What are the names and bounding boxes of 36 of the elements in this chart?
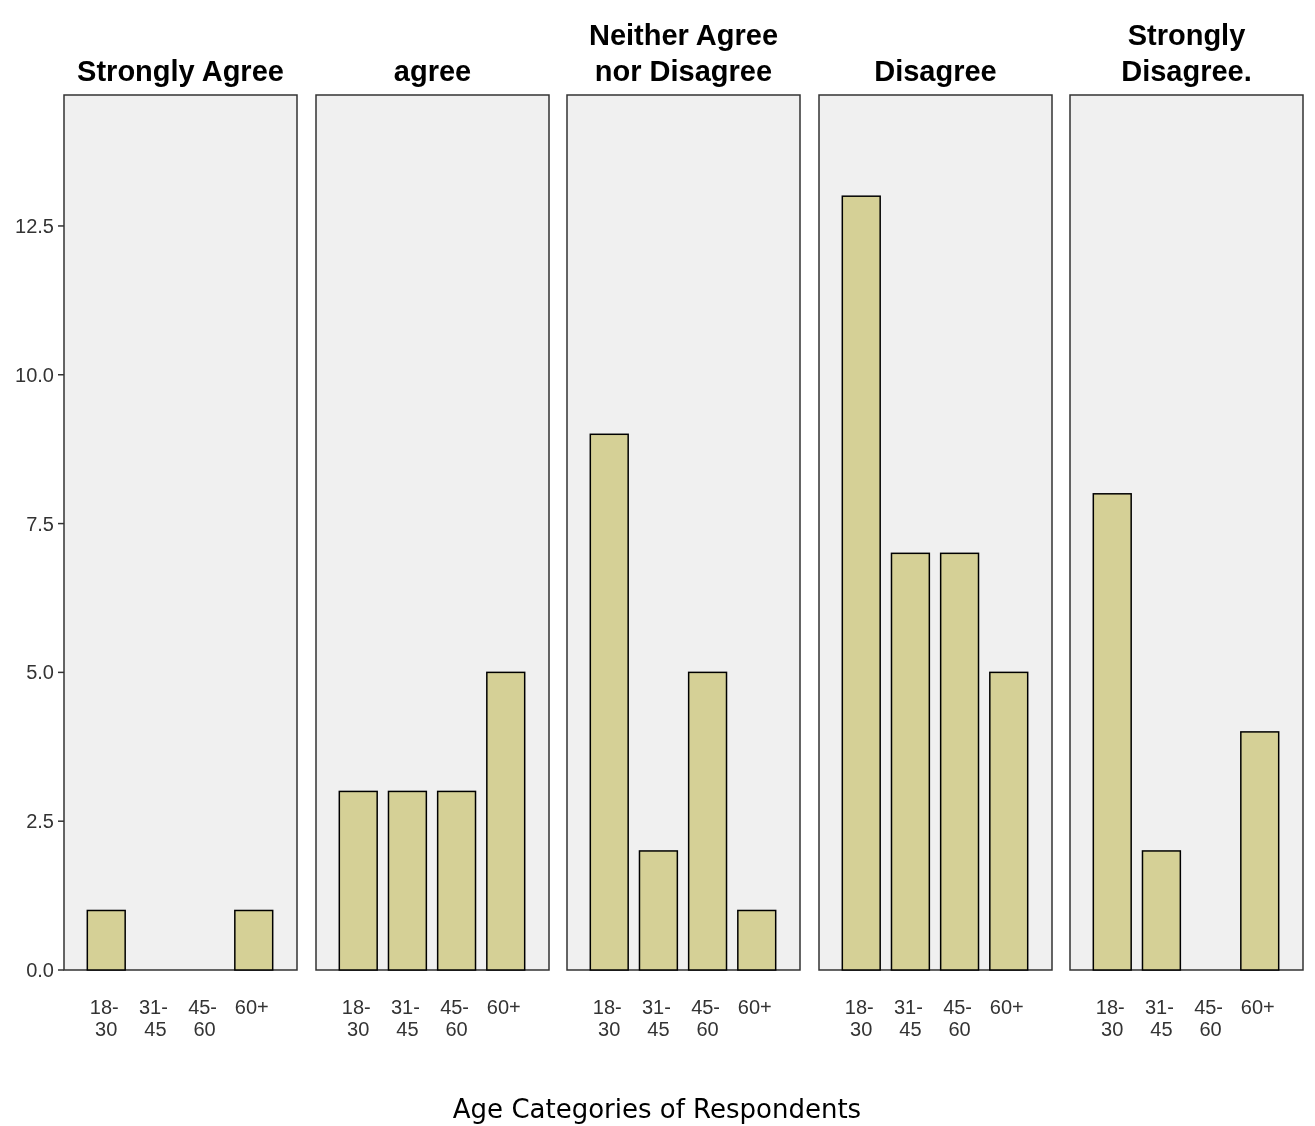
x-tick-label: 18-30 [1095,996,1125,1040]
x-tick-label: 18-30 [89,996,119,1040]
x-tick-label: 60+ [486,996,521,1018]
x-tick-label: 45-60 [1194,996,1224,1040]
x-tick-label: 18-30 [341,996,371,1040]
y-tick-label: 7.5 [26,512,54,535]
y-tick-label: 12.5 [15,214,54,237]
y-tick-label: 10.0 [15,363,54,386]
x-tick-label: 31-45 [138,996,168,1040]
y-tick-label: 5.0 [26,661,54,684]
bar [589,433,629,971]
x-tick-label: 60+ [1240,996,1275,1018]
x-tick-label: 45-60 [691,996,721,1040]
bar [737,909,777,971]
x-tick-label: 45-60 [943,996,973,1040]
chart-title: Disagree [874,55,997,87]
x-axis-title: Age Categories of Respondents [452,1094,862,1124]
x-tick-label: 31-45 [390,996,420,1040]
x-tick-label: 31-45 [641,996,671,1040]
y-tick-label: 0.0 [26,959,54,981]
x-tick-label: 31-45 [893,996,923,1040]
x-tick-label: 60+ [737,996,772,1018]
x-tick-label: 45-60 [188,996,218,1040]
x-tick-label: 45-60 [440,996,470,1040]
x-tick-label: 18-30 [844,996,874,1040]
x-tick-label: 60+ [234,996,269,1018]
x-tick-label: 60+ [989,996,1024,1018]
chart-title: Strongly Disagree. [1121,19,1252,87]
chart-title: agree [393,55,472,87]
chart-title: Strongly Agree [77,55,284,87]
y-tick-label: 2.5 [26,810,54,833]
chart-title: Neither Agree nor Disagree [588,19,779,87]
x-tick-label: 18-30 [592,996,622,1040]
bar [638,850,679,971]
bar [687,671,728,971]
x-tick-label: 31-45 [1144,996,1174,1040]
